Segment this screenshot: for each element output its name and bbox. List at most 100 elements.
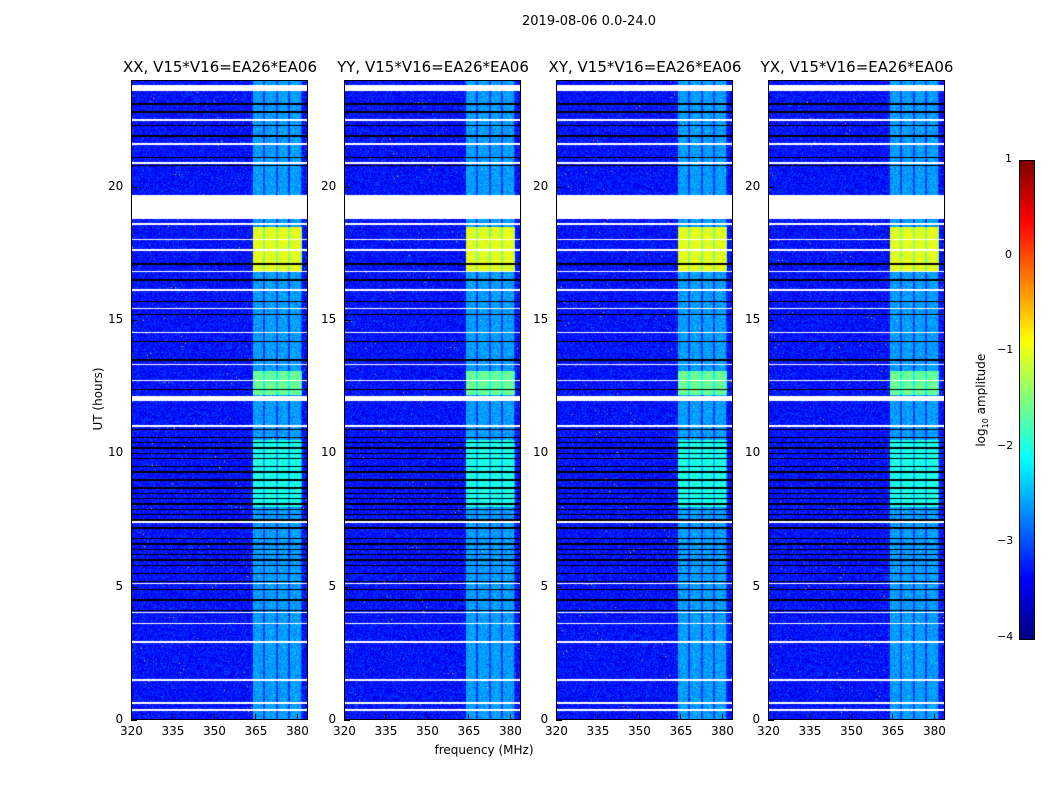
x-tick-mark	[850, 714, 852, 720]
x-tick-mark	[933, 714, 935, 720]
y-tick-mark	[768, 720, 774, 721]
waterfall-image	[131, 80, 308, 720]
x-tick-mark	[296, 714, 298, 720]
x-tick-label: 320	[757, 724, 780, 738]
x-tick-mark	[344, 714, 345, 720]
x-tick-label: 380	[922, 724, 946, 738]
x-tick-label: 320	[120, 724, 143, 738]
y-tick-label: 0	[328, 712, 337, 726]
x-tick-mark	[556, 714, 557, 720]
y-tick-label: 5	[540, 578, 549, 593]
y-tick-mark	[556, 720, 562, 721]
y-tick-label: 0	[115, 712, 124, 726]
y-tick-label: 5	[328, 578, 337, 593]
axes-frame	[556, 80, 733, 720]
panel-title-xy: XY, V15*V16=EA26*EA06	[548, 58, 742, 76]
waterfall-panel-yy	[344, 80, 521, 720]
axes-frame	[344, 80, 521, 720]
y-axis-label: UT (hours)	[91, 367, 105, 431]
y-tick-mark	[344, 720, 350, 721]
x-tick-mark	[638, 714, 640, 720]
y-tick-label: 20	[108, 178, 124, 193]
y-tick-label: 5	[752, 578, 761, 593]
x-tick-label: 365	[669, 724, 693, 738]
colorbar-tick-label: 1	[1005, 152, 1012, 165]
y-tick-mark	[131, 453, 137, 455]
y-tick-label: 0	[752, 712, 761, 726]
y-tick-mark	[556, 453, 562, 455]
colorbar	[1019, 160, 1035, 640]
x-tick-label: 350	[415, 724, 439, 738]
x-axis-label: frequency (MHz)	[434, 743, 534, 757]
y-tick-mark	[768, 320, 774, 321]
x-tick-label: 365	[881, 724, 905, 738]
y-tick-mark	[344, 186, 350, 188]
x-tick-label: 335	[374, 724, 398, 738]
colorbar-label: log10 amplitude	[973, 353, 991, 447]
y-tick-label: 15	[745, 312, 761, 326]
x-tick-mark	[892, 714, 894, 720]
x-tick-mark	[255, 714, 257, 720]
y-tick-label: 5	[115, 578, 124, 593]
x-tick-mark	[721, 714, 723, 720]
y-tick-mark	[556, 320, 562, 321]
y-tick-mark	[131, 186, 137, 188]
waterfall-image	[768, 80, 945, 720]
y-tick-mark	[344, 586, 350, 588]
waterfall-image	[344, 80, 521, 720]
x-tick-mark	[131, 714, 132, 720]
y-tick-mark	[344, 320, 350, 321]
colorbar-tick-label: −1	[997, 343, 1014, 357]
waterfall-panel-xy	[556, 80, 733, 720]
figure-title: 2019-08-06 0.0-24.0	[522, 14, 656, 29]
y-tick-label: 10	[108, 445, 124, 460]
axes-frame	[768, 80, 945, 720]
x-tick-mark	[385, 714, 387, 720]
x-tick-mark	[213, 714, 215, 720]
x-tick-label: 380	[710, 724, 734, 738]
x-tick-label: 350	[839, 724, 863, 738]
x-tick-label: 320	[333, 724, 356, 738]
panel-title-xx: XX, V15*V16=EA26*EA06	[122, 58, 317, 76]
waterfall-panel-yx	[768, 80, 945, 720]
y-tick-label: 15	[108, 312, 124, 326]
y-tick-label: 20	[321, 178, 337, 193]
x-tick-label: 350	[202, 724, 226, 738]
axes-frame	[131, 80, 308, 720]
y-tick-label: 20	[533, 178, 549, 193]
x-tick-mark	[172, 714, 174, 720]
x-tick-label: 335	[161, 724, 185, 738]
y-tick-mark	[131, 320, 137, 321]
y-tick-mark	[344, 453, 350, 455]
y-tick-mark	[768, 453, 774, 455]
y-tick-mark	[131, 720, 137, 721]
waterfall-panel-xx	[131, 80, 308, 720]
x-tick-mark	[468, 714, 470, 720]
x-tick-mark	[509, 714, 511, 720]
x-tick-mark	[680, 714, 682, 720]
y-tick-label: 20	[745, 178, 761, 193]
colorbar-tick-label: −3	[997, 534, 1014, 548]
x-tick-label: 365	[457, 724, 481, 738]
y-tick-mark	[768, 586, 774, 588]
colorbar-tick-label: −4	[997, 630, 1014, 643]
x-tick-label: 335	[586, 724, 610, 738]
x-tick-mark	[426, 714, 428, 720]
y-tick-label: 10	[745, 445, 761, 460]
x-tick-label: 350	[627, 724, 651, 738]
colorbar-tick-label: 0	[1005, 247, 1012, 261]
y-tick-mark	[768, 186, 774, 188]
panel-title-yy: YY, V15*V16=EA26*EA06	[337, 58, 529, 76]
x-tick-label: 320	[545, 724, 568, 738]
x-tick-mark	[809, 714, 811, 720]
x-tick-label: 380	[498, 724, 522, 738]
y-tick-label: 0	[540, 712, 549, 726]
colorbar-tick-label: −2	[997, 438, 1014, 452]
y-tick-mark	[131, 586, 137, 588]
x-tick-mark	[768, 714, 769, 720]
y-tick-label: 15	[533, 312, 549, 326]
panel-title-yx: YX, V15*V16=EA26*EA06	[760, 58, 954, 76]
x-tick-label: 335	[798, 724, 822, 738]
y-tick-mark	[556, 186, 562, 188]
